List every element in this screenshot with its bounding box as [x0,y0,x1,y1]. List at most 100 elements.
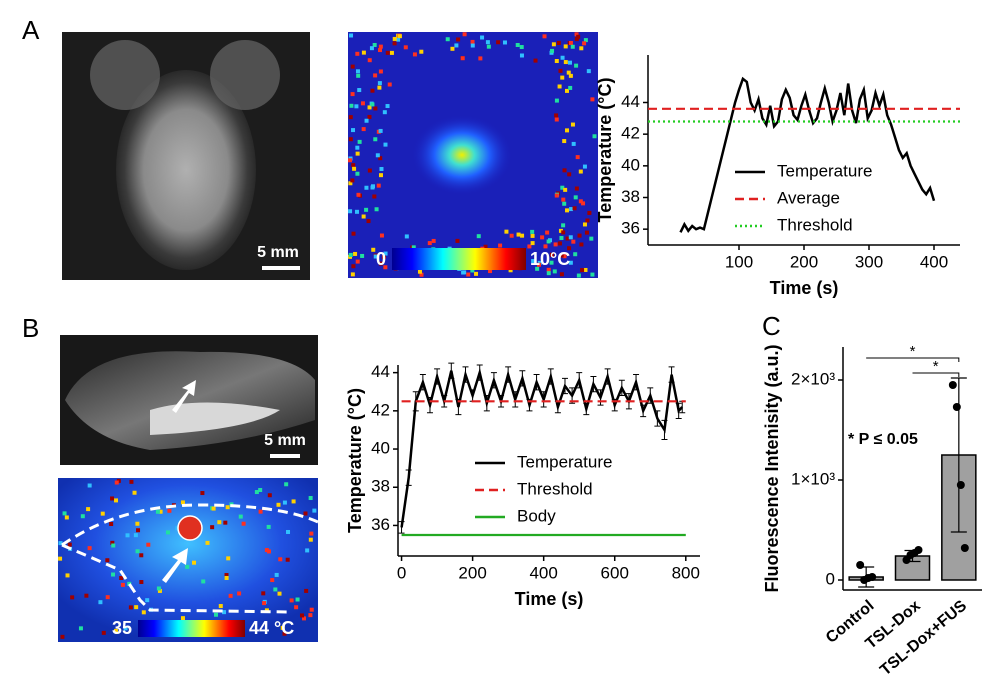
noise-pixel [397,34,402,39]
brain-region [90,40,160,110]
error-bar [618,379,625,397]
noise-pixel [237,591,242,596]
noise-pixel [222,610,227,615]
noise-pixel [277,591,282,596]
noise-pixel [378,128,383,133]
noise-pixel [226,556,231,561]
error-bar [419,374,426,391]
tissue [150,402,280,435]
y-axis-title: Temperature (°C) [595,78,615,223]
error-bar [533,374,540,391]
scale-label: 5 mm [257,244,299,261]
noise-pixel [553,242,558,247]
noise-pixel [549,252,554,257]
noise-pixel [119,576,124,581]
noise-pixel [274,572,279,577]
noise-pixel [498,243,503,248]
noise-pixel [474,271,479,276]
noise-pixel [101,630,106,635]
noise-pixel [123,626,128,631]
noise-pixel [373,137,378,142]
legend-label: Threshold [777,215,853,234]
noise-pixel [559,235,564,240]
data-point [952,403,961,411]
noise-pixel [305,548,310,553]
noise-pixel [355,51,360,56]
panel-label: C [762,311,781,341]
noise-pixel [211,506,216,511]
error-bar [661,419,668,440]
noise-pixel [370,102,375,107]
noise-pixel [155,509,160,514]
noise-pixel [295,597,300,602]
noise-pixel [294,605,299,610]
error-bar [462,366,469,383]
error-bar [647,387,654,404]
noise-pixel [364,207,369,212]
noise-pixel [145,598,150,603]
noise-pixel [385,104,390,109]
noise-pixel [70,595,75,600]
noise-pixel [561,197,566,202]
noise-pixel [568,40,573,45]
significance-bracket [866,357,960,362]
x-tick-label: 200 [458,563,486,582]
noise-pixel [370,185,375,190]
noise-pixel [64,515,69,520]
noise-pixel [419,272,424,277]
error-bar [490,372,497,389]
noise-pixel [454,43,459,48]
annotation: * [910,343,916,360]
noise-pixel [389,50,394,55]
noise-pixel [127,581,132,586]
noise-pixel [284,482,289,487]
noise-pixel [559,253,564,258]
y-tick-label: 0 [826,569,835,588]
noise-pixel [299,613,304,618]
series-line [400,367,684,528]
noise-pixel [571,141,576,146]
y-tick-label: 42 [621,124,640,143]
noise-pixel [417,269,422,274]
y-tick-label: 38 [621,187,640,206]
colorbar [138,620,245,637]
noise-pixel [309,607,314,612]
noise-pixel [558,68,563,73]
noise-pixel [158,509,163,514]
noise-pixel [462,32,467,37]
noise-pixel [309,531,314,536]
noise-pixel [367,105,372,110]
noise-pixel [480,35,485,40]
noise-pixel [185,564,190,569]
noise-pixel [348,137,353,142]
noise-pixel [559,272,564,277]
noise-pixel [285,557,290,562]
noise-pixel [563,44,568,49]
noise-pixel [582,222,587,227]
noise-pixel [586,69,591,74]
noise-pixel [558,228,563,233]
noise-pixel [573,252,578,257]
noise-pixel [372,42,377,47]
outline [61,503,319,547]
noise-pixel [381,255,386,260]
x-tick-label: TSL-Dox+FUS [877,597,970,679]
noise-pixel [116,478,121,483]
noise-pixel [350,92,355,97]
noise-pixel [567,172,572,177]
noise-pixel [476,234,481,239]
noise-pixel [533,58,538,63]
noise-pixel [412,52,417,57]
noise-pixel [570,122,575,127]
colorbar-label: 35 [112,618,132,638]
noise-pixel [563,60,568,65]
noise-pixel [353,251,358,256]
noise-pixel [567,60,572,65]
noise-pixel [565,208,570,213]
noise-pixel [228,593,233,598]
noise-pixel [110,540,115,545]
noise-pixel [392,36,397,41]
noise-pixel [483,244,488,249]
noise-pixel [560,55,565,60]
noise-pixel [578,199,583,204]
